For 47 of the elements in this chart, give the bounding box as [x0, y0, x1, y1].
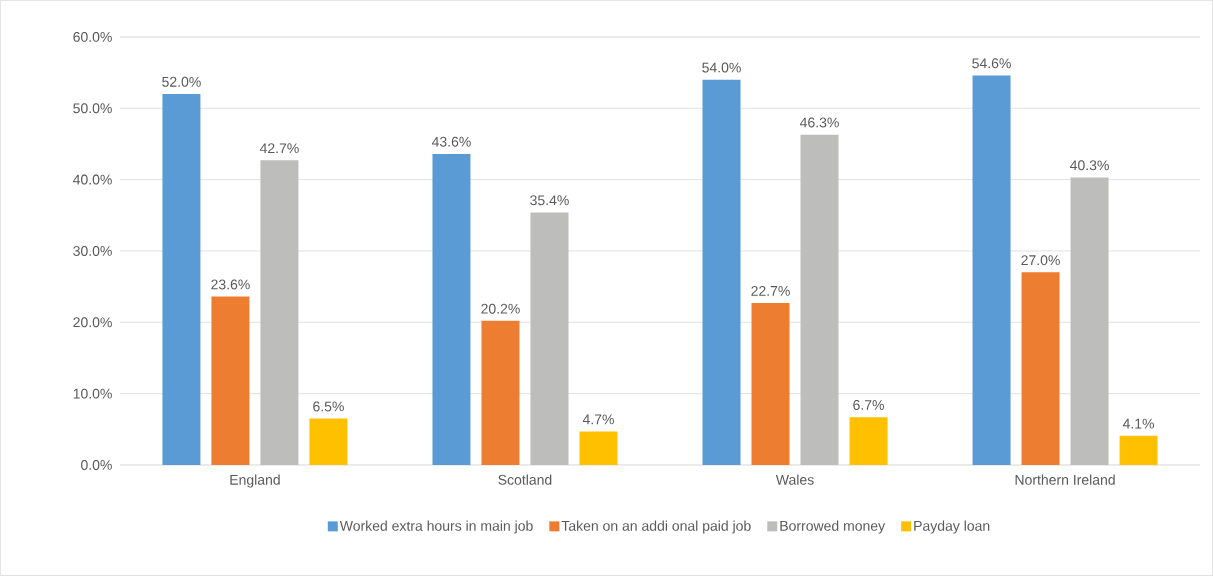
x-tick-label: Northern Ireland [1015, 474, 1115, 485]
bar [972, 75, 1011, 466]
bar [530, 212, 569, 466]
data-label: 42.7% [259, 143, 299, 154]
bar [432, 153, 471, 466]
data-label: 46.3% [799, 117, 839, 128]
bar [849, 417, 888, 466]
bar [702, 79, 741, 466]
data-label: 43.6% [431, 136, 471, 147]
y-tick-label: 0.0% [81, 460, 112, 470]
bar [1070, 177, 1109, 466]
legend-label: Worked extra hours in main job [339, 520, 533, 534]
bar [1119, 435, 1158, 466]
x-tick-label: Scotland [498, 474, 552, 485]
data-label: 20.2% [481, 303, 520, 314]
data-label: 23.6% [211, 279, 250, 290]
bar [579, 431, 618, 466]
legend-label: Payday loan [914, 520, 990, 534]
data-label: 6.7% [853, 400, 884, 411]
bar [1021, 272, 1060, 466]
bar [309, 418, 348, 466]
bar [800, 134, 839, 466]
data-label: 4.1% [1122, 418, 1155, 429]
x-tick-label: England [230, 474, 280, 488]
y-tick-label: 40.0% [73, 174, 112, 185]
bar [162, 94, 201, 466]
bar [751, 303, 790, 466]
data-label: 52.0% [162, 76, 201, 87]
data-label: 6.5% [313, 401, 344, 412]
bar [211, 296, 250, 466]
data-label: 54.6% [972, 58, 1011, 69]
bar [481, 320, 520, 466]
y-tick-label: 10.0% [73, 388, 112, 399]
data-label: 27.0% [1021, 255, 1060, 266]
data-label: 4.7% [582, 414, 614, 425]
data-label: 54.0% [702, 62, 741, 73]
data-label: 40.3% [1070, 160, 1109, 171]
legend-label: Taken on an addi onal paid job [561, 520, 751, 534]
data-label: 35.4% [530, 195, 569, 206]
x-tick-label: Wales [775, 474, 814, 485]
y-tick-label: 60.0% [73, 31, 112, 42]
legend-label: Borrowed money [780, 520, 886, 534]
data-label: 22.7% [751, 285, 790, 296]
bar [260, 160, 299, 466]
y-tick-label: 50.0% [73, 103, 112, 114]
y-tick-label: 20.0% [73, 317, 112, 328]
y-tick-label: 30.0% [73, 246, 112, 256]
